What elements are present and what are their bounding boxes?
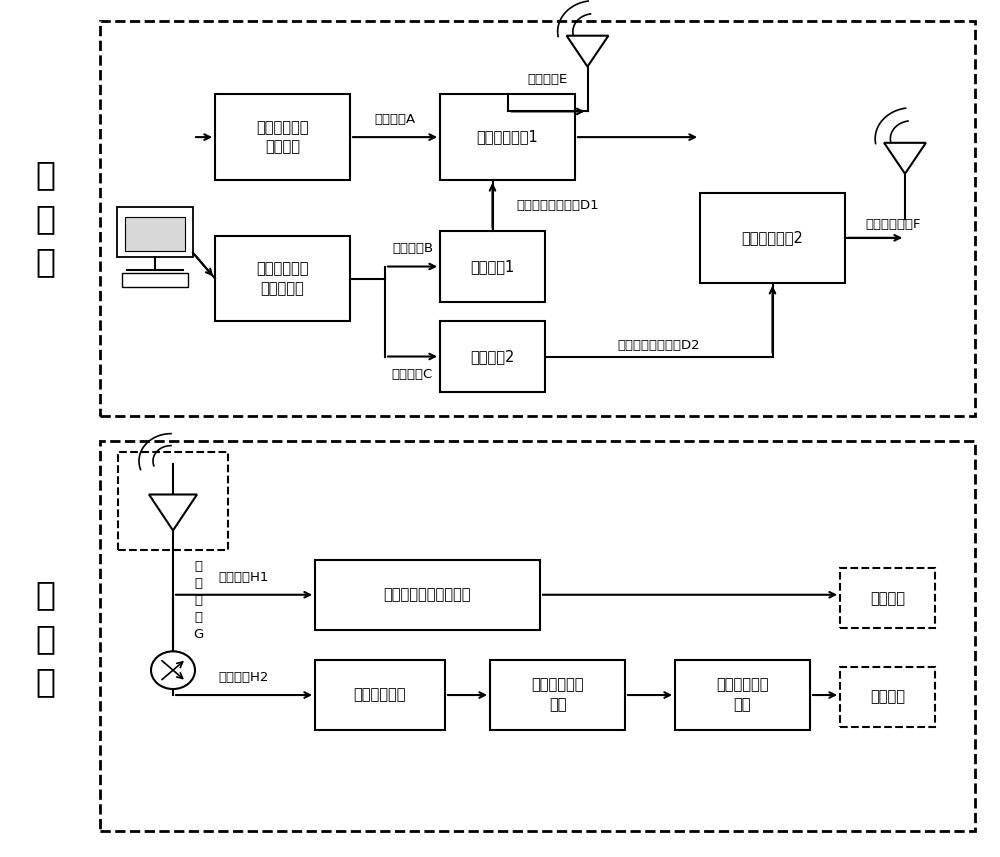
Text: 原始信号A: 原始信号A bbox=[374, 113, 416, 126]
Text: 阻抗切换控制信息D2: 阻抗切换控制信息D2 bbox=[617, 339, 700, 352]
Bar bbox=[122, 273, 188, 287]
Polygon shape bbox=[149, 494, 197, 530]
Bar bbox=[100, 441, 975, 831]
Text: 发送干扰信号F: 发送干扰信号F bbox=[865, 218, 920, 231]
Text: 分路信号H2: 分路信号H2 bbox=[219, 671, 269, 684]
Bar bbox=[117, 207, 193, 257]
Text: 接
收
端: 接 收 端 bbox=[35, 578, 55, 698]
Bar bbox=[675, 660, 810, 730]
Polygon shape bbox=[884, 143, 926, 174]
Text: 阻抗切换控制信息D1: 阻抗切换控制信息D1 bbox=[516, 199, 599, 213]
Text: 控制模块1: 控制模块1 bbox=[470, 259, 515, 274]
Text: 原始信息: 原始信息 bbox=[870, 590, 905, 606]
Text: 发
射
端: 发 射 端 bbox=[35, 159, 55, 279]
Bar bbox=[100, 21, 975, 416]
Bar bbox=[118, 452, 228, 550]
Bar bbox=[840, 568, 935, 628]
Text: 恒定包络信号
发射模块: 恒定包络信号 发射模块 bbox=[256, 120, 309, 154]
Bar bbox=[125, 217, 185, 251]
Bar bbox=[315, 560, 540, 630]
Text: 隐蔽信息获取
及调制模块: 隐蔽信息获取 及调制模块 bbox=[256, 261, 309, 296]
Text: 隐蔽信息解调
模块: 隐蔽信息解调 模块 bbox=[716, 678, 769, 712]
Bar bbox=[700, 193, 845, 283]
Bar bbox=[315, 660, 445, 730]
Text: 控制模块2: 控制模块2 bbox=[470, 349, 515, 364]
Text: 阻抗切换模块2: 阻抗切换模块2 bbox=[742, 231, 803, 245]
Bar bbox=[440, 231, 545, 302]
Text: 发送信号E: 发送信号E bbox=[527, 73, 568, 86]
Text: 包络检波模块: 包络检波模块 bbox=[354, 687, 406, 703]
Bar bbox=[840, 667, 935, 727]
Text: 隐蔽信息B: 隐蔽信息B bbox=[392, 243, 433, 255]
Text: 阻抗切换模块1: 阻抗切换模块1 bbox=[477, 129, 538, 145]
Polygon shape bbox=[567, 36, 608, 67]
Text: 隐蔽信息提取
模块: 隐蔽信息提取 模块 bbox=[531, 678, 584, 712]
Bar bbox=[490, 660, 625, 730]
Circle shape bbox=[151, 651, 195, 689]
Bar bbox=[440, 321, 545, 392]
Bar bbox=[215, 94, 350, 180]
Text: 隐蔽信息: 隐蔽信息 bbox=[870, 689, 905, 704]
Text: 恒定包络信号解调模块: 恒定包络信号解调模块 bbox=[384, 587, 471, 602]
Text: 分路信号H1: 分路信号H1 bbox=[219, 571, 269, 584]
Bar bbox=[215, 236, 350, 321]
Text: 接
收
信
号
G: 接 收 信 号 G bbox=[193, 560, 203, 641]
Text: 干扰信号C: 干扰信号C bbox=[392, 368, 433, 381]
Bar bbox=[440, 94, 575, 180]
